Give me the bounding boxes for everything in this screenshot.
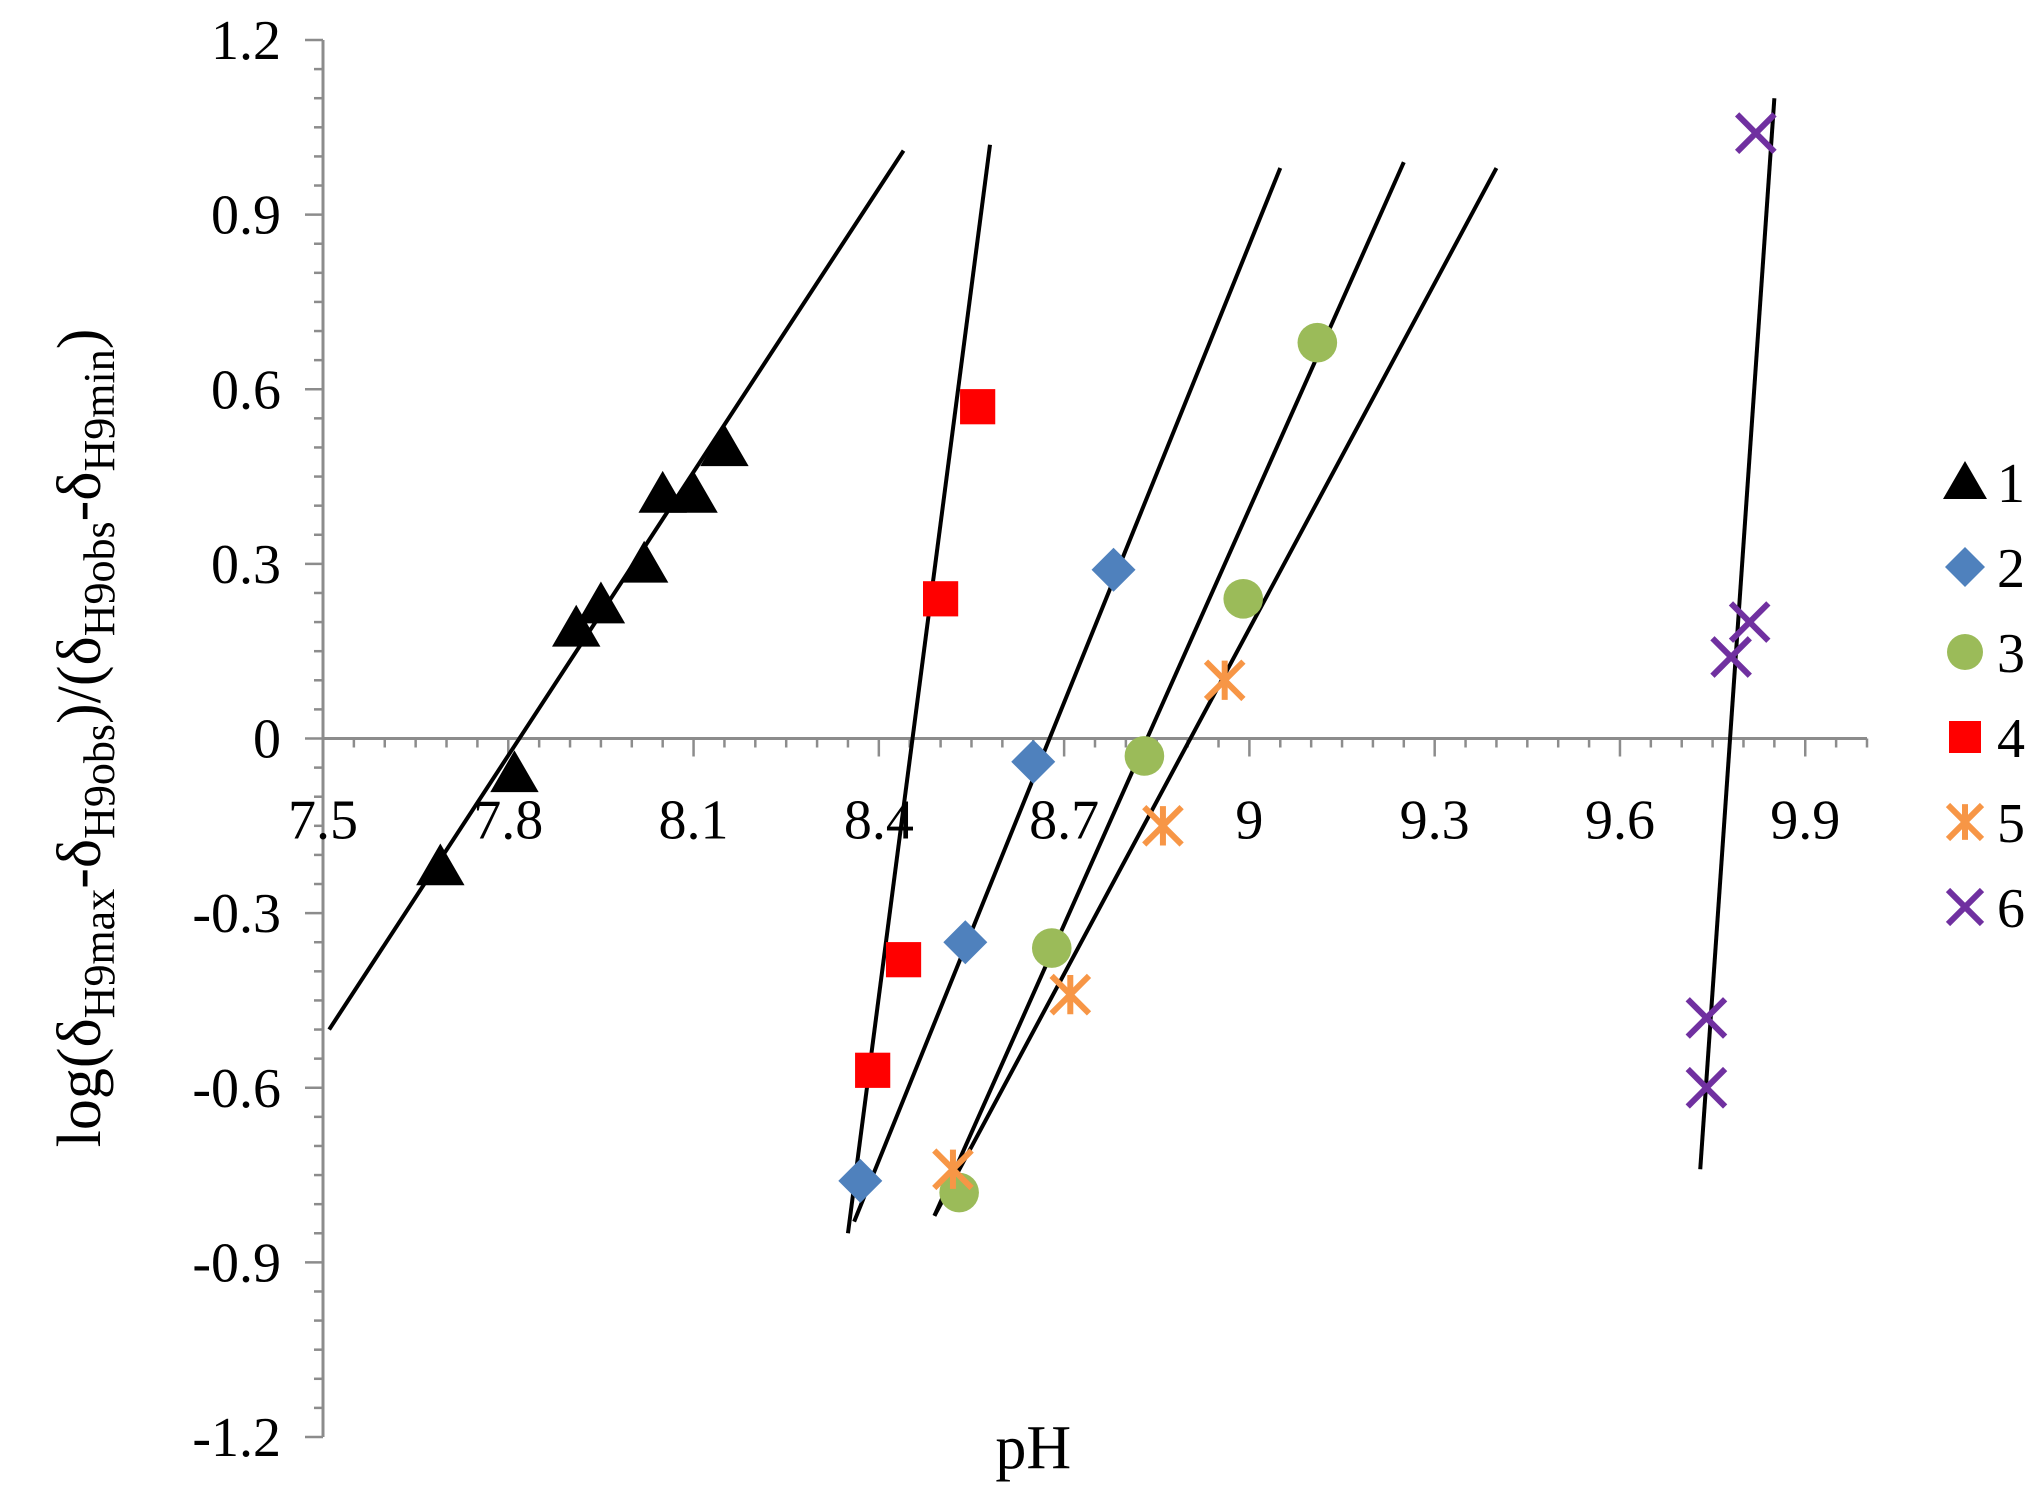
y-tick-label: 0.6 [211, 359, 281, 421]
point-series-6 [1728, 601, 1771, 643]
point-series-1 [619, 540, 669, 583]
y-title-part: -δ [46, 839, 114, 889]
point-series-5 [1203, 659, 1246, 702]
point-series-5 [932, 1148, 974, 1191]
y-title-sub: H9min [75, 349, 124, 471]
x-axis-title: pH [995, 1414, 1071, 1482]
y-tick-label: -1.2 [192, 1407, 281, 1469]
markers [416, 112, 1777, 1213]
x-tick-label: 8.1 [659, 790, 729, 852]
point-series-2 [943, 920, 988, 965]
fit-line-series-3 [932, 161, 1406, 1217]
legend-marker-3 [1947, 634, 1983, 670]
point-series-6 [1735, 112, 1777, 154]
legend-marker-2 [1945, 547, 1985, 587]
point-series-6 [1685, 1066, 1728, 1109]
point-series-1 [638, 470, 687, 513]
x-tick-label: 8.7 [1029, 790, 1099, 852]
fit-lines [327, 98, 1777, 1234]
point-series-4 [885, 942, 922, 978]
y-title-part: ) [46, 329, 114, 350]
point-series-1 [700, 424, 749, 467]
point-series-4 [923, 581, 959, 617]
legend-marker-6-stroke [1945, 887, 1985, 927]
legend-label-6: 6 [1997, 878, 2025, 940]
point-series-3 [1297, 322, 1338, 363]
y-title-sub: H9obs [75, 724, 124, 839]
y-title-part: )/(δ [46, 636, 114, 724]
point-series-6-stroke [1735, 112, 1777, 154]
point-series-5 [1142, 804, 1184, 847]
fit-line-series-2 [852, 167, 1283, 1223]
y-tick-label: -0.3 [192, 883, 281, 945]
y-title-sub: H9obs [75, 521, 124, 636]
y-tick-label: -0.9 [192, 1232, 281, 1294]
legend-marker-5 [1945, 802, 1985, 842]
legend-marker-1 [1943, 461, 1987, 499]
point-series-3 [1124, 736, 1165, 776]
legend-marker-4 [1949, 721, 1981, 753]
legend-label-3: 3 [1997, 623, 2025, 685]
point-series-3 [1223, 579, 1264, 619]
x-tick-label: 7.5 [288, 790, 358, 852]
point-series-6-stroke [1685, 1066, 1728, 1109]
y-axis-title: log(δH9max-δH9obs)/(δH9obs-δH9min) [46, 329, 124, 1148]
point-series-4 [960, 389, 996, 425]
point-series-4 [855, 1052, 891, 1088]
y-tick-label: 0 [253, 709, 281, 771]
point-series-2 [1091, 547, 1136, 592]
y-tick-label: -0.6 [192, 1058, 281, 1120]
legend: 1 2 3 4 5 6 [1943, 453, 2025, 940]
legend-marker-6 [1945, 887, 1985, 927]
point-series-1 [552, 604, 601, 647]
point-series-6-stroke [1685, 997, 1728, 1039]
y-tick-label: 0.3 [211, 534, 281, 596]
point-series-1 [490, 750, 539, 793]
legend-label-1: 1 [1997, 453, 2025, 515]
x-tick-label: 7.8 [473, 790, 543, 852]
point-series-3 [1031, 928, 1072, 968]
y-tick-label: 0.9 [211, 185, 281, 247]
point-series-6 [1685, 997, 1728, 1039]
x-tick-label: 9.6 [1585, 790, 1655, 852]
y-title-sub: H9max [75, 889, 124, 1019]
point-series-1 [669, 470, 718, 513]
point-series-6-stroke [1728, 601, 1771, 643]
y-title-part: -δ [46, 471, 114, 521]
legend-label-5: 5 [1997, 793, 2025, 855]
point-series-2 [1011, 739, 1056, 784]
y-tick-label: 1.2 [211, 10, 281, 72]
point-series-6 [1710, 636, 1752, 678]
fit-line-series-4 [845, 144, 992, 1234]
x-tick-label: 9.9 [1770, 790, 1840, 852]
legend-label-2: 2 [1997, 538, 2025, 600]
point-series-2 [838, 1158, 883, 1203]
legend-label-4: 4 [1997, 708, 2025, 770]
point-series-5 [1049, 973, 1092, 1016]
point-series-6-stroke [1710, 636, 1752, 678]
fit-line-series-1 [327, 149, 906, 1031]
y-title-part: log(δ [46, 1018, 114, 1147]
x-tick-label: 9.3 [1400, 790, 1470, 852]
point-series-1 [576, 581, 626, 624]
x-tick-label: 9 [1235, 790, 1263, 852]
point-series-1 [416, 843, 465, 886]
axes: 1.2 0.9 0.6 0.3 0 -0.3 -0.6 -0.9 -1.2 7.5 7.8 8.1 8.… [192, 10, 1869, 1469]
